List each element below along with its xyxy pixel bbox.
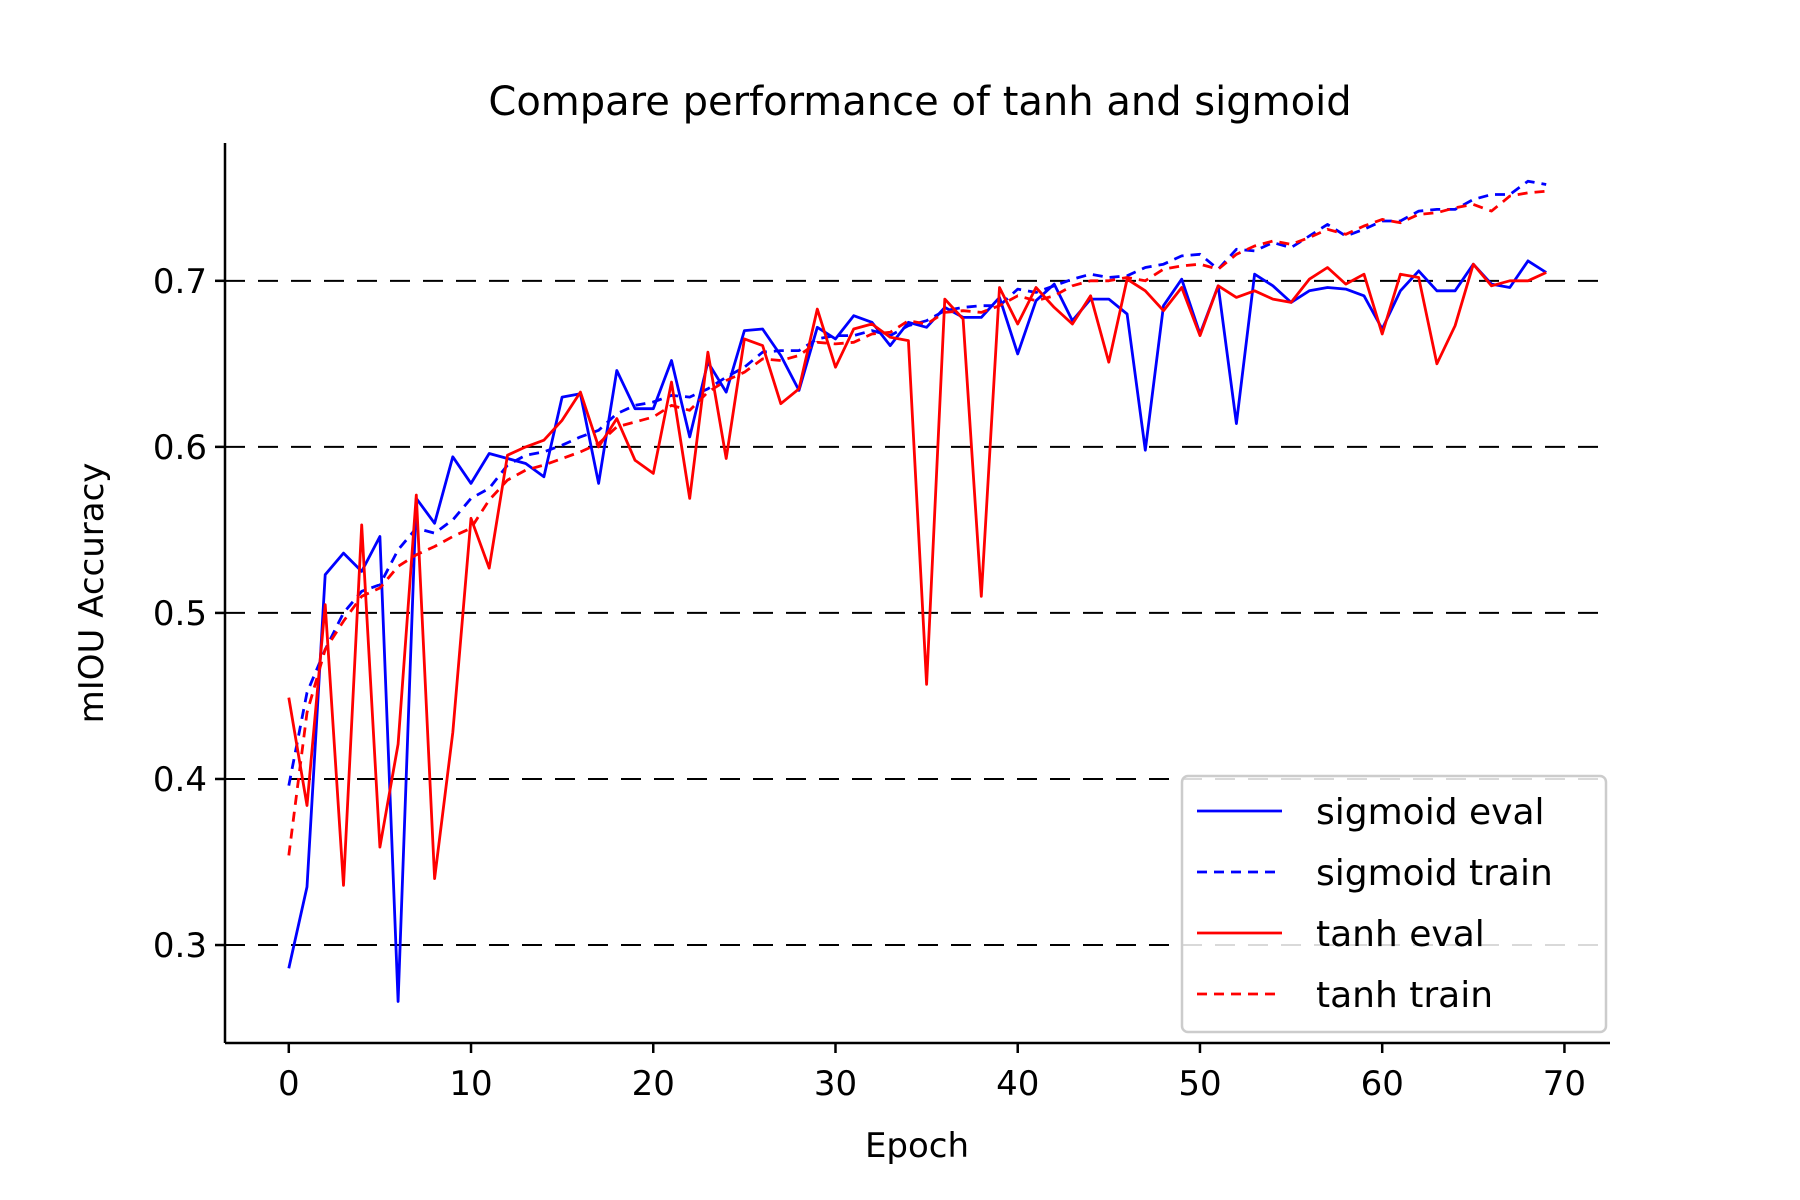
x-tick-label: 30 (814, 1064, 857, 1104)
axes (223, 143, 1610, 1045)
series (287, 179, 1547, 1003)
y-tick-label: 0.6 (153, 428, 207, 468)
legend-label: sigmoid train (1316, 853, 1553, 894)
legend-label: tanh train (1316, 975, 1493, 1016)
x-tick-label: 70 (1543, 1064, 1586, 1104)
ticks: 0.3 0.4 0.5 0.6 0.7 0 10 20 30 40 50 60 70 (153, 262, 1586, 1104)
x-tick-label: 10 (449, 1064, 492, 1104)
series-line-tanh-train (287, 189, 1547, 856)
series-line-sigmoid-train (287, 179, 1547, 786)
y-axis-label: mIOU Accuracy (72, 463, 112, 724)
y-tick-label: 0.3 (153, 926, 207, 966)
x-tick-label: 50 (1178, 1064, 1221, 1104)
x-tick-label: 20 (632, 1064, 675, 1104)
legend-box (1180, 774, 1608, 1034)
x-axis-label: Epoch (865, 1126, 969, 1166)
legend-label: sigmoid eval (1316, 792, 1545, 833)
chart-title: Compare performance of tanh and sigmoid (488, 79, 1351, 125)
legend-label: tanh eval (1316, 914, 1485, 955)
legend: sigmoid eval sigmoid train tanh eval tanh t… (1180, 774, 1608, 1034)
y-tick-label: 0.5 (153, 594, 207, 634)
y-tick-label: 0.4 (153, 760, 207, 800)
series-line-sigmoid-eval (287, 259, 1547, 1003)
series-line-tanh-eval (287, 262, 1547, 887)
x-tick-label: 0 (278, 1064, 300, 1104)
y-tick-label: 0.7 (153, 262, 207, 302)
x-tick-label: 60 (1361, 1064, 1404, 1104)
x-tick-label: 40 (996, 1064, 1039, 1104)
